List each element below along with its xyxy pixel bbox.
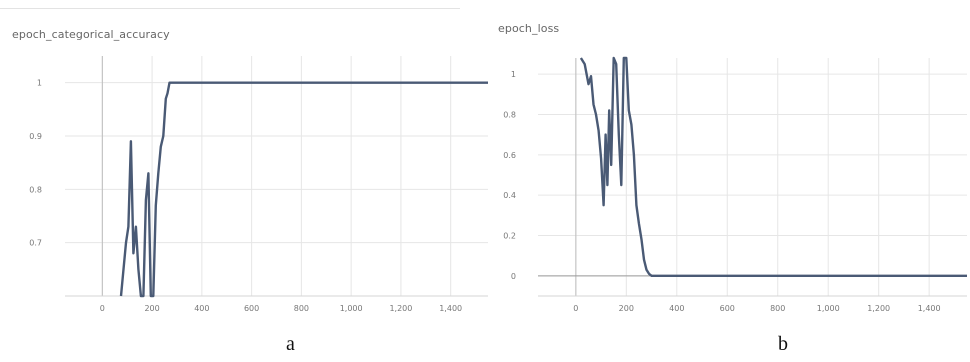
chart-title: epoch_loss: [498, 22, 560, 35]
y-tick-label: 0: [511, 272, 516, 281]
y-tick-label: 1: [511, 70, 516, 79]
x-tick-label: 1,000: [340, 304, 363, 313]
x-tick-label: 200: [619, 304, 634, 313]
x-tick-label: 400: [194, 304, 209, 313]
x-tick-label: 800: [294, 304, 309, 313]
y-tick-label: 0.7: [29, 239, 42, 248]
chart-plot-a: 0 200 400 600 800 1,000 1,200 1,400 0.7 0.8 0.9 1: [29, 56, 488, 313]
y-tick-label: 0.6: [503, 151, 516, 160]
chart-title: epoch_categorical_accuracy: [12, 28, 170, 41]
x-tick-label: 1,200: [867, 304, 890, 313]
y-tick-label: 1: [37, 79, 42, 88]
y-tick-label: 0.2: [503, 231, 516, 240]
x-tick-label: 0: [573, 304, 578, 313]
x-tick-label: 0: [100, 304, 105, 313]
y-tick-label: 0.9: [29, 132, 42, 141]
x-tick-label: 200: [144, 304, 159, 313]
chart-panel-b: epoch_loss 0 200 400 600 800 1,000 1,200 1,400 0…: [490, 0, 970, 362]
series-line: [579, 56, 967, 277]
series-line: [119, 81, 488, 298]
x-tick-label: 1,200: [389, 304, 412, 313]
x-tick-label: 1,400: [918, 304, 941, 313]
chart-panel-a: epoch_categorical_accuracy 0 200 400 600 800…: [0, 8, 488, 355]
x-tick-label: 1,000: [817, 304, 840, 313]
x-tick-label: 600: [720, 304, 735, 313]
y-tick-label: 0.8: [503, 110, 516, 119]
x-tick-label: 600: [244, 304, 259, 313]
x-tick-label: 800: [770, 304, 785, 313]
top-divider: [0, 8, 460, 9]
x-tick-label: 1,400: [439, 304, 462, 313]
x-tick-label: 400: [669, 304, 684, 313]
chart-plot-b: 0 200 400 600 800 1,000 1,200 1,400 0 0.2 0.4 0.6 0.…: [503, 56, 967, 313]
y-tick-label: 0.8: [29, 185, 42, 194]
figure-caption: a: [286, 333, 295, 355]
figure-caption: b: [778, 333, 788, 355]
y-tick-label: 0.4: [503, 191, 516, 200]
